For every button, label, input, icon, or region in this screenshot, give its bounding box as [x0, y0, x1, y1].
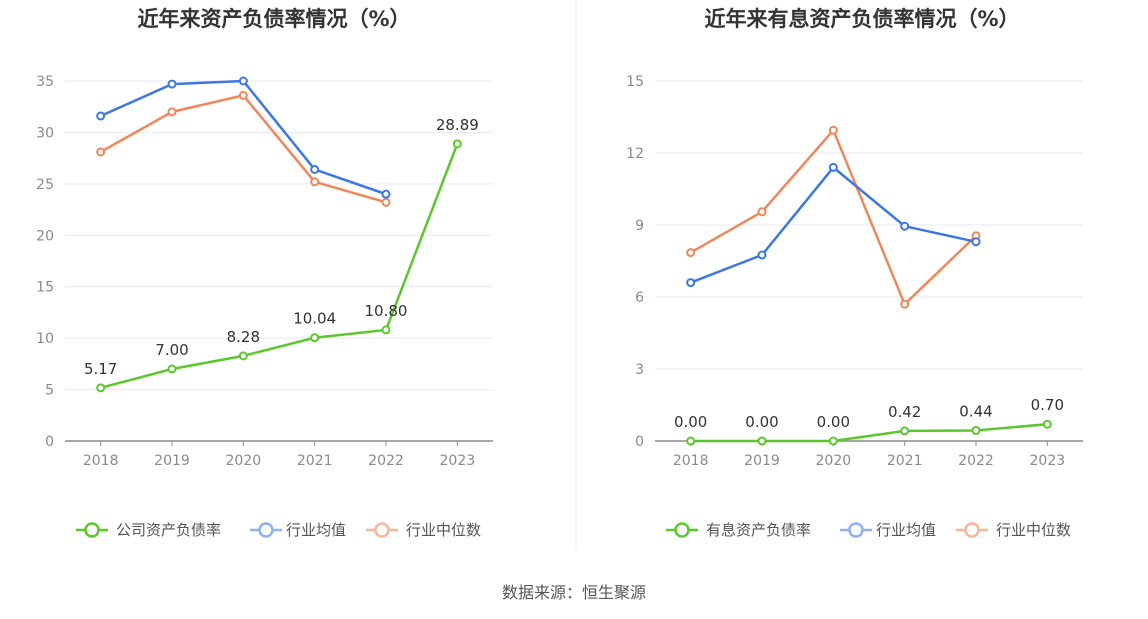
- y-tick-label: 15: [626, 74, 644, 90]
- x-tick-label: 2022: [958, 453, 994, 469]
- series-line-3: [100, 94, 387, 204]
- data-label: 0.42: [888, 403, 921, 421]
- data-point: [828, 436, 838, 446]
- legend-label: 公司资产负债率: [116, 521, 221, 539]
- data-source: 数据来源：恒生聚源: [502, 583, 646, 602]
- data-point: [167, 107, 177, 117]
- data-point: [1042, 419, 1052, 429]
- data-point: [381, 325, 391, 335]
- data-point: [96, 147, 106, 157]
- y-tick-label: 15: [36, 280, 54, 296]
- y-tick-label: 6: [635, 290, 644, 306]
- legend-label: 行业中位数: [406, 521, 481, 539]
- data-point: [167, 79, 177, 89]
- legend-swatch-marker: [848, 522, 864, 538]
- x-tick-label: 2023: [1030, 453, 1066, 469]
- y-tick-label: 30: [36, 125, 54, 141]
- legend-label: 行业中位数: [996, 521, 1071, 539]
- data-point: [686, 436, 696, 446]
- data-label: 0.44: [959, 402, 992, 420]
- x-tick-label: 2019: [744, 453, 780, 469]
- data-point: [310, 333, 320, 343]
- data-point: [971, 237, 981, 247]
- legend-label: 行业均值: [876, 521, 936, 539]
- data-point: [238, 351, 248, 361]
- data-label: 0.70: [1031, 396, 1064, 414]
- data-point: [381, 197, 391, 207]
- data-label: 0.00: [674, 413, 707, 431]
- data-point: [686, 278, 696, 288]
- legend-swatch-marker: [964, 522, 980, 538]
- data-point: [828, 162, 838, 172]
- data-label: 8.28: [227, 328, 260, 346]
- data-point: [167, 364, 177, 374]
- data-point: [96, 383, 106, 393]
- x-tick-label: 2020: [226, 453, 262, 469]
- legend-label: 有息资产负债率: [706, 521, 811, 539]
- data-point: [900, 221, 910, 231]
- legend-label: 行业均值: [286, 521, 346, 539]
- series-line-3: [690, 128, 977, 306]
- data-point: [238, 76, 248, 86]
- series-line-1: [100, 143, 459, 390]
- x-tick-label: 2018: [673, 453, 709, 469]
- data-point: [310, 177, 320, 187]
- data-label: 10.80: [365, 302, 408, 320]
- chart-1: 近年来资产负债率情况（%） 0 5 10 15 20 25 30 35 2018 2019 2020 2…: [36, 7, 493, 539]
- data-label: 5.17: [84, 360, 117, 378]
- data-point: [900, 299, 910, 309]
- y-tick-label: 12: [626, 146, 644, 162]
- data-label: 28.89: [436, 116, 479, 134]
- data-point: [757, 250, 767, 260]
- data-point: [96, 111, 106, 121]
- y-tick-label: 0: [45, 434, 54, 450]
- y-tick-label: 25: [36, 177, 54, 193]
- legend-swatch-marker: [374, 522, 390, 538]
- x-tick-label: 2020: [816, 453, 852, 469]
- data-point: [238, 90, 248, 100]
- x-tick-label: 2019: [154, 453, 190, 469]
- y-tick-label: 10: [36, 331, 54, 347]
- data-point: [757, 207, 767, 217]
- data-point: [757, 436, 767, 446]
- data-point: [686, 248, 696, 258]
- data-point: [900, 426, 910, 436]
- x-tick-label: 2021: [887, 453, 923, 469]
- data-point: [381, 189, 391, 199]
- legend-swatch-marker: [674, 522, 690, 538]
- data-point: [452, 139, 462, 149]
- data-label: 10.04: [293, 310, 336, 328]
- data-point: [828, 125, 838, 135]
- series-line-1: [690, 422, 1048, 443]
- y-tick-label: 5: [45, 383, 54, 399]
- y-tick-label: 0: [635, 434, 644, 450]
- x-tick-label: 2022: [368, 453, 404, 469]
- x-tick-label: 2018: [83, 453, 119, 469]
- chart-title: 近年来资产负债率情况（%）: [137, 7, 410, 31]
- data-label: 0.00: [817, 413, 850, 431]
- x-tick-label: 2021: [297, 453, 333, 469]
- data-point: [971, 425, 981, 435]
- y-tick-label: 9: [635, 218, 644, 234]
- chart-2: 近年来有息资产负债率情况（%） 0 3 6 9 12 15 2018 2019 2020 2021 2…: [626, 7, 1083, 539]
- y-tick-label: 20: [36, 228, 54, 244]
- y-tick-label: 3: [635, 362, 644, 378]
- legend-swatch-marker: [84, 522, 100, 538]
- legend-swatch-marker: [258, 522, 274, 538]
- data-label: 0.00: [745, 413, 778, 431]
- y-tick-label: 35: [36, 74, 54, 90]
- chart-title: 近年来有息资产负债率情况（%）: [704, 7, 1019, 31]
- x-tick-label: 2023: [440, 453, 476, 469]
- data-point: [310, 164, 320, 174]
- data-label: 7.00: [155, 341, 188, 359]
